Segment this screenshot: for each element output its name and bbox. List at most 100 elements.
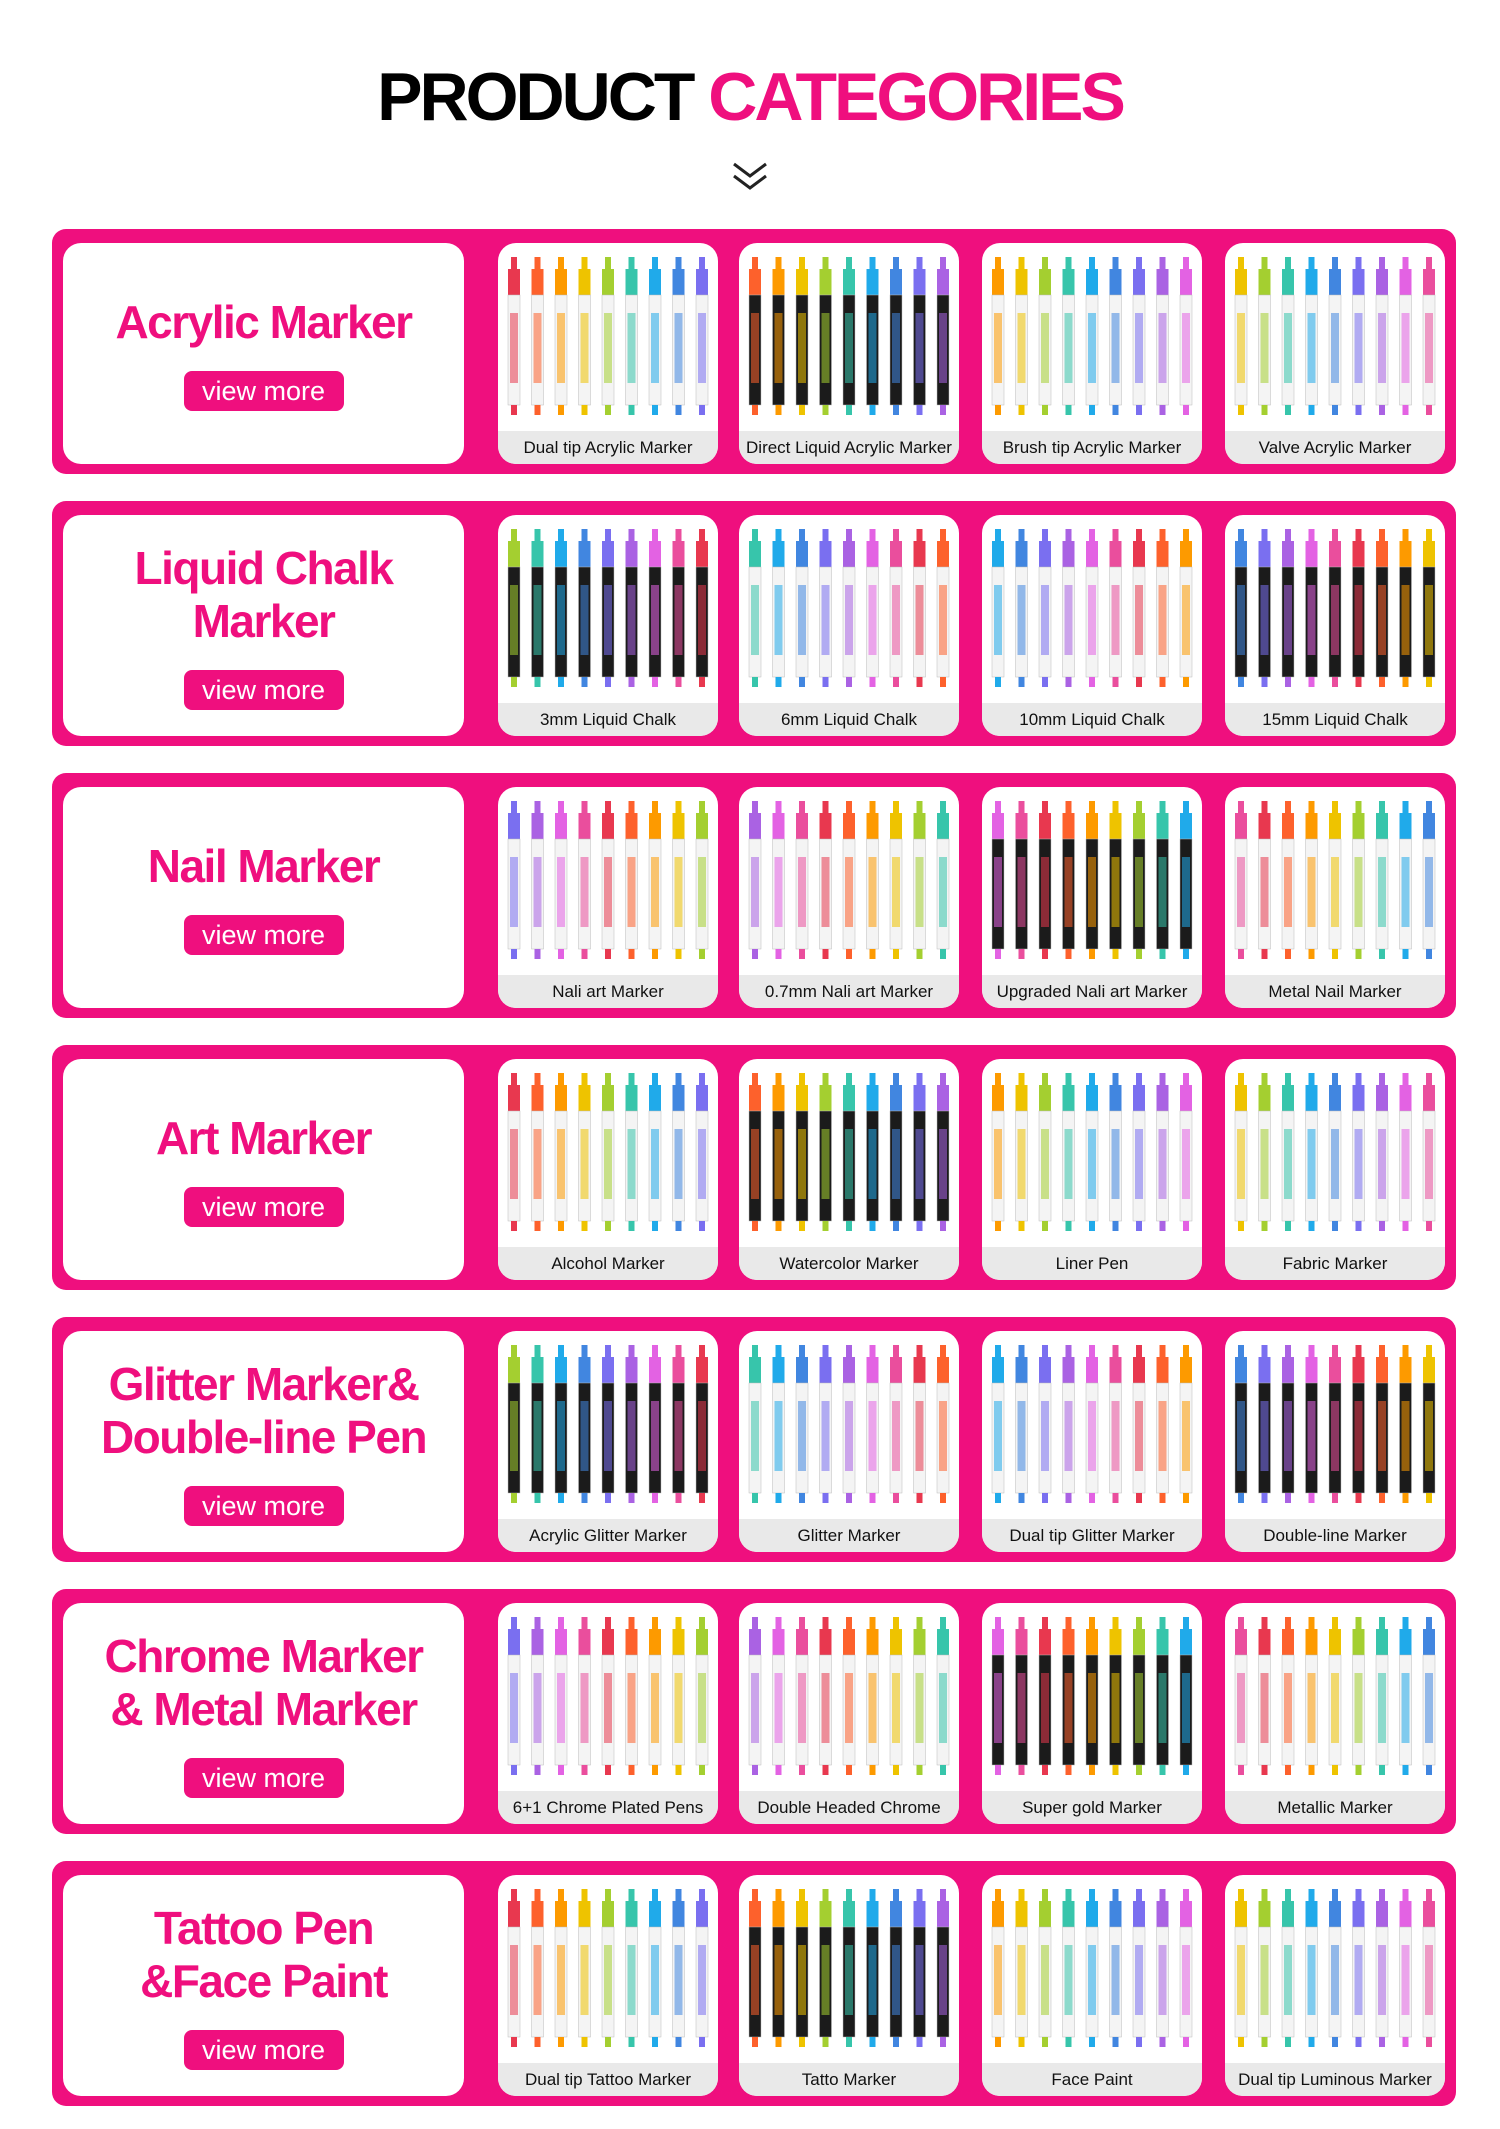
category-row: Chrome Marker & Metal Marker view more 6+1 …: [52, 1589, 1456, 1834]
product-label: Dual tip Luminous Marker: [1225, 2063, 1445, 2096]
title-line: Double-line Pen: [100, 1410, 428, 1463]
product-image: [1234, 1073, 1436, 1231]
product-label: 15mm Liquid Chalk: [1225, 703, 1445, 736]
product-card[interactable]: 0.7mm Nali art Marker: [739, 787, 959, 1008]
product-card[interactable]: Dual tip Acrylic Marker: [498, 243, 718, 464]
product-card[interactable]: Double Headed Chrome: [739, 1603, 959, 1824]
view-more-button[interactable]: view more: [183, 1187, 344, 1227]
product-label: Dual tip Tattoo Marker: [498, 2063, 718, 2096]
product-image: [991, 1889, 1193, 2047]
view-more-button[interactable]: view more: [183, 2029, 344, 2070]
product-label: Dual tip Glitter Marker: [982, 1519, 1202, 1552]
product-card[interactable]: Direct Liquid Acrylic Marker: [739, 243, 959, 464]
product-card[interactable]: Liner Pen: [982, 1059, 1202, 1280]
product-image: [991, 801, 1193, 959]
view-more-button[interactable]: view more: [183, 915, 344, 955]
product-card[interactable]: Dual tip Luminous Marker: [1225, 1875, 1445, 2096]
category-row: Nail Marker view more Nali art Marker 0.7mm…: [52, 773, 1456, 1018]
category-title: Nail Marker: [147, 840, 381, 893]
product-card[interactable]: Dual tip Tattoo Marker: [498, 1875, 718, 2096]
product-image: [748, 529, 950, 687]
view-more-button[interactable]: view more: [183, 1485, 344, 1526]
product-card[interactable]: Watercolor Marker: [739, 1059, 959, 1280]
product-card[interactable]: 10mm Liquid Chalk: [982, 515, 1202, 736]
view-more-button[interactable]: view more: [183, 1757, 344, 1798]
category-panel: Chrome Marker & Metal Marker view more: [63, 1603, 464, 1824]
category-row: Glitter Marker& Double-line Pen view more A…: [52, 1317, 1456, 1562]
product-label: Brush tip Acrylic Marker: [982, 431, 1202, 464]
product-card[interactable]: Alcohol Marker: [498, 1059, 718, 1280]
product-image: [507, 1345, 709, 1503]
product-card[interactable]: Face Paint: [982, 1875, 1202, 2096]
product-label: Nali art Marker: [498, 975, 718, 1008]
product-image: [1234, 257, 1436, 415]
product-card[interactable]: 3mm Liquid Chalk: [498, 515, 718, 736]
product-card[interactable]: Super gold Marker: [982, 1603, 1202, 1824]
category-panel: Art Marker view more: [63, 1059, 464, 1280]
product-label: Glitter Marker: [739, 1519, 959, 1552]
header: PRODUCT CATEGORIES: [0, 58, 1500, 136]
category-panel: Acrylic Marker view more: [63, 243, 464, 464]
title-line: Art Marker: [155, 1112, 373, 1164]
product-image: [1234, 529, 1436, 687]
product-card[interactable]: Metallic Marker: [1225, 1603, 1445, 1824]
product-card[interactable]: Nali art Marker: [498, 787, 718, 1008]
product-image: [507, 1889, 709, 2047]
product-card[interactable]: Tatto Marker: [739, 1875, 959, 2096]
product-label: Upgraded Nali art Marker: [982, 975, 1202, 1008]
category-panel: Tattoo Pen &Face Paint view more: [63, 1875, 464, 2096]
product-label: Double Headed Chrome: [739, 1791, 959, 1824]
product-card[interactable]: Metal Nail Marker: [1225, 787, 1445, 1008]
view-more-button[interactable]: view more: [183, 669, 344, 710]
product-label: Liner Pen: [982, 1247, 1202, 1280]
product-label: Double-line Marker: [1225, 1519, 1445, 1552]
product-image: [991, 257, 1193, 415]
category-title: Tattoo Pen &Face Paint: [140, 1902, 388, 2008]
category-panel: Liquid Chalk Marker view more: [63, 515, 464, 736]
product-card[interactable]: Glitter Marker: [739, 1331, 959, 1552]
view-more-button[interactable]: view more: [183, 371, 344, 411]
product-label: 0.7mm Nali art Marker: [739, 975, 959, 1008]
product-card[interactable]: 6+1 Chrome Plated Pens: [498, 1603, 718, 1824]
product-card[interactable]: Dual tip Glitter Marker: [982, 1331, 1202, 1552]
product-label: 3mm Liquid Chalk: [498, 703, 718, 736]
product-card[interactable]: Valve Acrylic Marker: [1225, 243, 1445, 464]
category-row: Liquid Chalk Marker view more 3mm Liquid Ch…: [52, 501, 1456, 746]
product-image: [991, 1073, 1193, 1231]
category-panel: Nail Marker view more: [63, 787, 464, 1008]
product-label: Face Paint: [982, 2063, 1202, 2096]
product-image: [991, 529, 1193, 687]
title-line: Liquid Chalk: [134, 541, 395, 594]
product-card[interactable]: 15mm Liquid Chalk: [1225, 515, 1445, 736]
product-image: [748, 1345, 950, 1503]
product-label: Watercolor Marker: [739, 1247, 959, 1280]
product-card[interactable]: Fabric Marker: [1225, 1059, 1445, 1280]
product-image: [507, 529, 709, 687]
product-card[interactable]: Double-line Marker: [1225, 1331, 1445, 1552]
product-image: [748, 1073, 950, 1231]
product-label: Valve Acrylic Marker: [1225, 431, 1445, 464]
product-card[interactable]: Upgraded Nali art Marker: [982, 787, 1202, 1008]
product-label: 6mm Liquid Chalk: [739, 703, 959, 736]
title-part: PRODUCT: [377, 59, 695, 135]
product-image: [1234, 1345, 1436, 1503]
title-part: CATEGORIES: [708, 59, 1126, 135]
product-card[interactable]: 6mm Liquid Chalk: [739, 515, 959, 736]
product-label: Acrylic Glitter Marker: [498, 1519, 718, 1552]
title-line: Nail Marker: [147, 840, 381, 892]
product-card[interactable]: Brush tip Acrylic Marker: [982, 243, 1202, 464]
category-row: Art Marker view more Alcohol Marker Waterco…: [52, 1045, 1456, 1290]
product-image: [507, 1073, 709, 1231]
product-image: [748, 1617, 950, 1775]
title-line: &Face Paint: [140, 1954, 388, 2007]
product-image: [748, 801, 950, 959]
category-row: Tattoo Pen &Face Paint view more Dual tip T…: [52, 1861, 1456, 2106]
product-image: [748, 1889, 950, 2047]
product-label: Metal Nail Marker: [1225, 975, 1445, 1008]
product-card[interactable]: Acrylic Glitter Marker: [498, 1331, 718, 1552]
category-title: Acrylic Marker: [115, 296, 413, 349]
product-label: Dual tip Acrylic Marker: [498, 431, 718, 464]
product-image: [1234, 1617, 1436, 1775]
category-title: Art Marker: [155, 1112, 373, 1165]
product-image: [748, 257, 950, 415]
